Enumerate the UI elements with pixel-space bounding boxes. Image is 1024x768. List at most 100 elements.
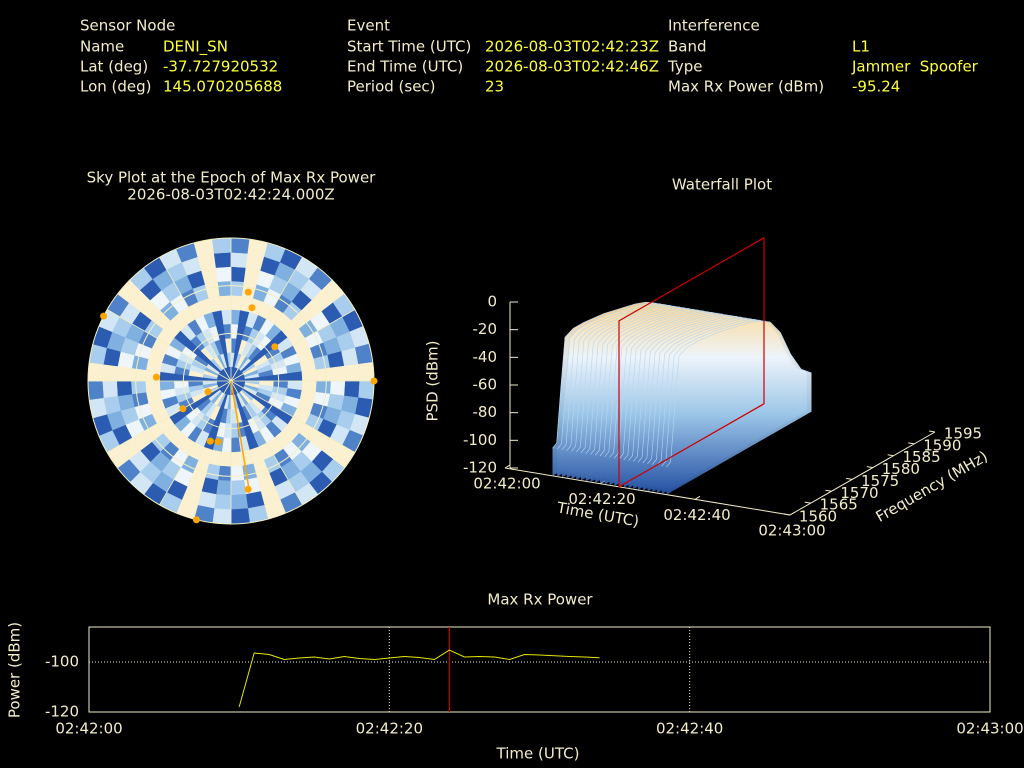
section-title: Sensor Node (80, 17, 175, 35)
freq-tick (887, 454, 894, 457)
azimuth-line (230, 380, 356, 453)
sky-cell (130, 367, 147, 382)
sky-cell (230, 508, 250, 524)
freq-tick-label: 1565 (820, 496, 858, 514)
field-label: Name (80, 38, 124, 56)
freq-tick (846, 477, 853, 480)
sky-cell (213, 252, 232, 268)
sky-cell (88, 362, 104, 382)
field-value: 23 (485, 78, 504, 96)
sky-cell (230, 252, 249, 268)
azimuth-line (106, 309, 232, 382)
sky-cell (230, 451, 243, 468)
satellite (244, 485, 252, 493)
z-tick-label: -40 (473, 348, 498, 366)
satellite (248, 304, 256, 312)
chart-subtitle: 2026-08-03T02:42:24.000Z (127, 186, 334, 204)
chart-title: Sky Plot at the Epoch of Max Rx Power (87, 169, 377, 187)
sky-cell (102, 363, 118, 382)
field-value: DENI_SN (163, 38, 228, 57)
sky-cell (116, 380, 133, 397)
field-value: 145.070205688 (163, 78, 282, 96)
sky-cell (116, 365, 133, 382)
time-tick (504, 464, 511, 469)
field-label: Lat (deg) (80, 58, 148, 76)
azimuth-line (230, 309, 356, 382)
surface-fill (666, 320, 812, 495)
x-tick-label: 02:43:00 (956, 720, 1023, 738)
freq-tick (783, 513, 791, 516)
sky-cell (221, 309, 232, 325)
freq-tick-label: 1590 (923, 436, 961, 454)
field-label: Max Rx Power (dBm) (668, 78, 824, 96)
azimuth-line (230, 380, 303, 506)
sky-cell (230, 266, 247, 283)
freq-tick (804, 501, 811, 504)
satellite (214, 438, 222, 446)
y-tick-label: -120 (45, 703, 79, 721)
sky-cell (215, 266, 232, 283)
freq-tick-label: 1575 (861, 472, 899, 490)
psd-slice (666, 320, 812, 468)
sky-cell (219, 294, 232, 311)
field-value: 2026-08-03T02:42:23Z (485, 38, 659, 56)
sky-cell (344, 380, 360, 399)
sky-cell (287, 371, 303, 382)
sky-cell (358, 362, 374, 382)
satellite (100, 312, 108, 320)
freq-tick (928, 430, 936, 433)
power-line (238, 649, 600, 708)
z-tick-label: -100 (463, 431, 497, 449)
field-label: Start Time (UTC) (347, 38, 471, 56)
field-label: End Time (UTC) (347, 58, 463, 76)
field-value: -37.727920532 (163, 58, 278, 76)
y-tick-label: -100 (45, 653, 79, 671)
satellite (244, 288, 252, 296)
field-label: Type (667, 58, 702, 76)
satellite (206, 437, 214, 445)
direction-line (230, 380, 250, 490)
sky-cell (213, 494, 232, 510)
epoch-plane (618, 236, 765, 488)
sky-cell (230, 280, 245, 297)
sky-cell (230, 479, 247, 496)
z-tick-label: -120 (463, 459, 497, 477)
freq-tick-label: 1560 (799, 508, 837, 526)
sky-cell (88, 380, 104, 400)
section-title: Event (347, 17, 390, 35)
time-tick-label: 02:42:20 (568, 490, 635, 508)
freq-axis (789, 431, 936, 516)
freq-tick-label: 1595 (944, 425, 982, 443)
satellite (179, 405, 187, 413)
sky-cell (212, 238, 232, 254)
azimuth-line (159, 380, 232, 506)
satellite (204, 388, 212, 396)
sky-cell (358, 380, 374, 400)
sky-cell (230, 465, 245, 482)
plot-frame (88, 626, 991, 713)
z-axis-label: PSD (dBm) (424, 340, 442, 421)
satellite (152, 373, 160, 381)
field-value: L1 (852, 38, 870, 56)
freq-tick (908, 442, 915, 445)
sky-cell (301, 369, 318, 382)
sky-cell (144, 380, 161, 393)
sky-cell (130, 380, 147, 395)
sky-cell (215, 479, 232, 496)
sky-cell (329, 365, 346, 382)
x-tick-label: 02:42:20 (356, 720, 423, 738)
sky-cell (230, 238, 250, 254)
z-tick-label: 0 (487, 293, 497, 311)
sky-cell (344, 363, 360, 382)
field-label: Band (668, 38, 707, 56)
time-tick-label: 02:43:00 (758, 522, 825, 540)
section-title: Interference (668, 17, 760, 35)
sky-cell (217, 280, 232, 297)
sky-cell (315, 367, 332, 382)
sky-cell (315, 380, 332, 395)
azimuth-line (230, 256, 303, 382)
freq-tick-label: 1580 (882, 460, 920, 478)
sky-cell (230, 437, 241, 453)
time-tick-label: 02:42:00 (473, 475, 540, 493)
